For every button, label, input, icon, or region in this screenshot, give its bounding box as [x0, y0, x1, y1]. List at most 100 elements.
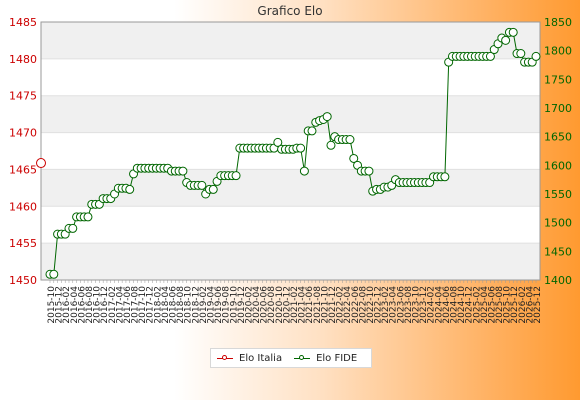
x-tick-label: 2019-12 [237, 286, 247, 324]
data-point-elo-fide [501, 35, 511, 45]
data-point-elo-fide [231, 171, 241, 181]
x-tick-label: 2021-08 [313, 286, 323, 324]
x-tick-label: 2025-06 [487, 286, 497, 324]
data-point-elo-fide [516, 49, 526, 59]
data-point-elo-fide [197, 180, 207, 190]
data-point-elo-fide [349, 153, 359, 163]
y-left-tick-label: 1475 [9, 90, 37, 103]
x-tick-label: 2021-12 [328, 286, 338, 324]
x-tick-label: 2018-02 [153, 286, 163, 324]
x-tick-label: 2017-06 [123, 286, 133, 324]
data-point-elo-fide [326, 140, 336, 150]
x-tick-label: 2020-10 [275, 286, 285, 324]
chart-title: Grafico Elo [257, 4, 323, 18]
x-tick-label: 2025-08 [495, 286, 505, 324]
x-tick-label: 2016-12 [100, 286, 110, 324]
grid-band [41, 243, 540, 280]
x-tick-label: 2015-10 [47, 286, 57, 324]
data-point-elo-fide [178, 166, 188, 176]
y-right-tick-label: 1400 [544, 274, 572, 287]
x-tick-label: 2022-06 [351, 286, 361, 324]
y-left-tick-label: 1470 [9, 127, 37, 140]
y-right-tick-label: 1700 [544, 102, 572, 115]
legend-item-elo-italia: Elo Italia [217, 353, 282, 364]
x-tick-label: 2020-08 [267, 286, 277, 324]
x-tick-label: 2020-12 [282, 286, 292, 324]
x-tick-label: 2020-06 [260, 286, 270, 324]
y-right-tick-label: 1500 [544, 217, 572, 230]
x-tick-label: 2019-02 [199, 286, 209, 324]
data-point-elo-fide [531, 51, 541, 61]
x-tick-label: 2024-04 [434, 286, 444, 324]
x-tick-label: 2021-02 [290, 286, 300, 324]
x-tick-label: 2021-06 [305, 286, 315, 324]
x-tick-label: 2025-12 [510, 286, 520, 324]
chart-legend: Elo Italia Elo FIDE [210, 348, 372, 368]
x-tick-label: 2024-12 [465, 286, 475, 324]
data-point-elo-fide [49, 269, 59, 279]
x-tick-label: 2020-02 [244, 286, 254, 324]
x-tick-label: 2023-04 [389, 286, 399, 324]
x-tick-label: 2025-02 [472, 286, 482, 324]
data-point-elo-italia [36, 158, 46, 169]
x-tick-label: 2020-04 [252, 286, 262, 324]
grid-band [41, 95, 540, 133]
x-tick-label: 2022-04 [343, 286, 353, 324]
data-point-elo-fide [273, 137, 283, 147]
data-point-elo-fide [125, 184, 135, 194]
x-tick-label: 2016-06 [77, 286, 87, 324]
y-right-tick-label: 1600 [544, 159, 572, 172]
x-tick-label: 2024-10 [457, 286, 467, 324]
x-tick-label: 2024-02 [427, 286, 437, 324]
y-right-tick-label: 1450 [544, 245, 572, 258]
x-tick-label: 2022-08 [358, 286, 368, 324]
y-right-tick-label: 1750 [544, 73, 572, 86]
x-tick-label: 2019-08 [222, 286, 232, 324]
data-point-elo-fide [68, 223, 78, 233]
x-tick-label: 2015-12 [55, 286, 65, 324]
plot-frame [40, 21, 541, 281]
x-tick-label: 2023-08 [404, 286, 414, 324]
x-tick-label: 2026-04 [525, 286, 535, 324]
x-tick-label: 2019-04 [206, 286, 216, 324]
x-tick-label: 2017-10 [138, 286, 148, 324]
y-right-tick-label: 1850 [544, 16, 572, 29]
x-tick-label: 2023-10 [412, 286, 422, 324]
legend-swatch-elo-fide [294, 353, 311, 363]
x-tick-label: 2022-12 [374, 286, 384, 324]
x-tick-label: 2022-02 [336, 286, 346, 324]
data-point-elo-fide [296, 143, 306, 153]
x-tick-label: 2021-10 [320, 286, 330, 324]
x-tick-label: 2017-08 [131, 286, 141, 324]
x-tick-label: 2017-04 [115, 286, 125, 324]
legend-label-elo-fide: Elo FIDE [316, 352, 358, 364]
y-right-tick-label: 1650 [544, 131, 572, 144]
data-point-elo-fide [322, 112, 332, 122]
y-left-tick-label: 1460 [9, 200, 37, 213]
x-tick-label: 2024-06 [442, 286, 452, 324]
data-point-elo-fide [299, 166, 309, 176]
legend-swatch-elo-italia [217, 353, 233, 363]
data-point-elo-fide [485, 51, 495, 61]
x-tick-label: 2025-12 [533, 286, 543, 324]
x-tick-label: 2016-10 [93, 286, 103, 324]
x-tick-label: 2016-08 [85, 286, 95, 324]
data-point-elo-fide [83, 212, 93, 222]
x-tick-label: 2019-10 [229, 286, 239, 324]
y-right-tick-label: 1800 [544, 45, 572, 58]
x-tick-label: 2021-04 [298, 286, 308, 324]
x-tick-label: 2016-04 [70, 286, 80, 324]
y-left-tick-label: 1480 [9, 53, 37, 66]
x-tick-label: 2025-04 [480, 286, 490, 324]
y-right-tick-label: 1550 [544, 188, 572, 201]
x-tick-label: 2016-02 [62, 286, 72, 324]
x-tick-label: 2025-10 [503, 286, 513, 324]
data-point-elo-fide [307, 126, 317, 136]
x-tick-label: 2018-08 [176, 286, 186, 324]
x-tick-label: 2018-12 [191, 286, 201, 324]
y-left-tick-label: 1455 [9, 237, 37, 250]
x-tick-label: 2018-10 [184, 286, 194, 324]
x-tick-label: 2018-04 [161, 286, 171, 324]
y-left-tick-label: 1465 [9, 163, 37, 176]
x-tick-label: 2023-12 [419, 286, 429, 324]
